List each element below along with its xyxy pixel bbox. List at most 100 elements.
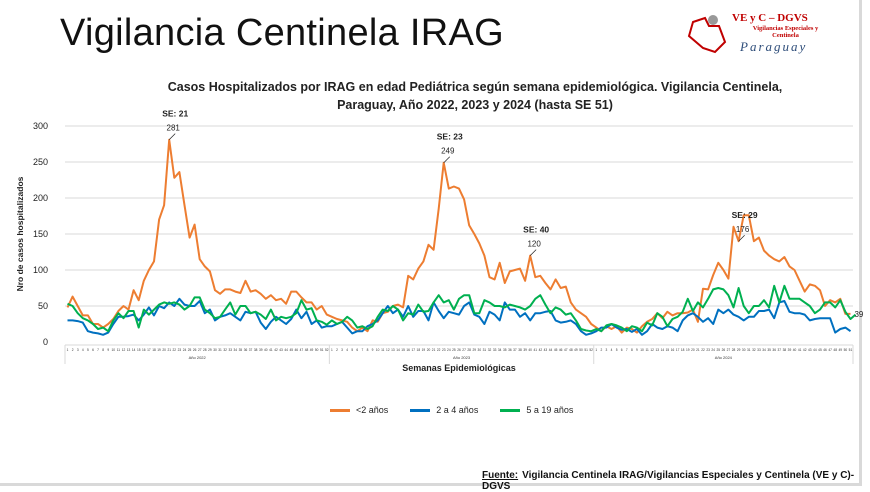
x-tick-label: 5 bbox=[87, 348, 89, 352]
annotation-se: SE: 40 bbox=[523, 225, 549, 235]
x-tick-label: 37 bbox=[249, 348, 253, 352]
x-tick-label: 36 bbox=[508, 348, 512, 352]
x-tick-label: 41 bbox=[798, 348, 802, 352]
x-tick-label: 7 bbox=[626, 348, 628, 352]
x-tick-label: 25 bbox=[188, 348, 192, 352]
x-tick-label: 46 bbox=[559, 348, 563, 352]
x-tick-label: 46 bbox=[823, 348, 827, 352]
x-tick-label: 19 bbox=[686, 348, 690, 352]
chart-title: Casos Hospitalizados por IRAG en edad Pe… bbox=[150, 78, 800, 114]
y-tick-label: 150 bbox=[33, 229, 48, 239]
x-tick-label: 5 bbox=[616, 348, 618, 352]
legend-item-5to19: 5 a 19 años bbox=[500, 405, 573, 415]
x-tick-label: 21 bbox=[167, 348, 171, 352]
x-tick-label: 14 bbox=[661, 348, 665, 352]
x-tick-label: 42 bbox=[803, 348, 807, 352]
x-tick-label: 18 bbox=[681, 348, 685, 352]
x-tick-label: 43 bbox=[279, 348, 283, 352]
x-tick-label: 28 bbox=[467, 348, 471, 352]
x-tick-label: 7 bbox=[97, 348, 99, 352]
x-tick-label: 29 bbox=[737, 348, 741, 352]
x-tick-label: 40 bbox=[264, 348, 268, 352]
x-tick-label: 51 bbox=[849, 348, 853, 352]
x-tick-label: 52 bbox=[589, 348, 593, 352]
x-tick-label: 8 bbox=[102, 348, 104, 352]
series-line-0 bbox=[66, 138, 851, 334]
x-tick-label: 2 bbox=[600, 348, 602, 352]
x-tick-label: 42 bbox=[274, 348, 278, 352]
x-tick-label: 25 bbox=[717, 348, 721, 352]
x-tick-label: 12 bbox=[650, 348, 654, 352]
x-tick-label: 27 bbox=[727, 348, 731, 352]
x-tick-label: 30 bbox=[478, 348, 482, 352]
x-tick-label: 36 bbox=[772, 348, 776, 352]
x-tick-label: 44 bbox=[813, 348, 817, 352]
x-tick-label: 2 bbox=[72, 348, 74, 352]
x-tick-label: 23 bbox=[442, 348, 446, 352]
x-tick-label: 42 bbox=[539, 348, 543, 352]
x-tick-label: 33 bbox=[493, 348, 497, 352]
x-tick-label: 37 bbox=[513, 348, 517, 352]
x-tick-label: 31 bbox=[747, 348, 751, 352]
x-tick-label: 5 bbox=[351, 348, 353, 352]
x-tick-label: 47 bbox=[564, 348, 568, 352]
annotation-value: 281 bbox=[167, 124, 181, 133]
paraguay-map-icon bbox=[687, 15, 727, 54]
x-tick-label: 8 bbox=[631, 348, 633, 352]
x-tick-label: 45 bbox=[554, 348, 558, 352]
y-tick-label: 200 bbox=[33, 193, 48, 203]
x-tick-label: 27 bbox=[462, 348, 466, 352]
x-tick-label: 38 bbox=[518, 348, 522, 352]
x-tick-label: 8 bbox=[367, 348, 369, 352]
x-tick-label: 3 bbox=[341, 348, 343, 352]
x-tick-label: 50 bbox=[844, 348, 848, 352]
x-tick-label: 40 bbox=[528, 348, 532, 352]
x-tick-label: 13 bbox=[655, 348, 659, 352]
series-line-2 bbox=[67, 284, 857, 333]
x-tick-label: 48 bbox=[305, 348, 309, 352]
x-tick-label: 39 bbox=[523, 348, 527, 352]
annotation-leader bbox=[168, 133, 176, 140]
x-tick-label: 31 bbox=[483, 348, 487, 352]
x-tick-label: 46 bbox=[295, 348, 299, 352]
chart-title-line1: Casos Hospitalizados por IRAG en edad Pe… bbox=[167, 80, 783, 94]
x-tick-label: 3 bbox=[606, 348, 608, 352]
x-tick-label: 14 bbox=[132, 348, 136, 352]
x-tick-label: 15 bbox=[401, 348, 405, 352]
x-tick-label: 10 bbox=[640, 348, 644, 352]
legend-item-under2: <2 años bbox=[330, 405, 388, 415]
x-tick-label: 6 bbox=[92, 348, 94, 352]
x-tick-label: 35 bbox=[503, 348, 507, 352]
x-tick-label: 1 bbox=[595, 348, 597, 352]
x-tick-label: 49 bbox=[839, 348, 843, 352]
x-tick-label: 6 bbox=[356, 348, 358, 352]
x-tick-label: 9 bbox=[636, 348, 638, 352]
source-footer: Fuente: Vigilancia Centinela IRAG/Vigilan… bbox=[482, 470, 870, 492]
annotation-se: SE: 29 bbox=[732, 210, 758, 220]
x-tick-label: 28 bbox=[203, 348, 207, 352]
x-tick-label: 38 bbox=[254, 348, 258, 352]
x-tick-label: 34 bbox=[498, 348, 502, 352]
annotation-value: 176 bbox=[736, 225, 750, 234]
legend-swatch bbox=[410, 408, 431, 412]
x-tick-label: 50 bbox=[579, 348, 583, 352]
logo: VE y C – DGVS Vigilancias Especiales y C… bbox=[685, 12, 825, 56]
x-tick-label: 32 bbox=[752, 348, 756, 352]
legend-label: 2 a 4 años bbox=[436, 405, 479, 415]
x-tick-label: 11 bbox=[645, 348, 649, 352]
x-tick-label: 34 bbox=[762, 348, 766, 352]
x-tick-label: 47 bbox=[300, 348, 304, 352]
x-tick-label: 17 bbox=[147, 348, 151, 352]
x-tick-label: 14 bbox=[396, 348, 400, 352]
x-tick-label: 40 bbox=[793, 348, 797, 352]
x-tick-label: 20 bbox=[162, 348, 166, 352]
x-tick-label: 26 bbox=[193, 348, 197, 352]
x-tick-label: 44 bbox=[284, 348, 288, 352]
x-tick-label: 15 bbox=[666, 348, 670, 352]
slide-frame bbox=[0, 0, 862, 486]
x-tick-label: 2 bbox=[336, 348, 338, 352]
y-tick-label: 0 bbox=[43, 337, 48, 347]
source-label: Fuente: bbox=[482, 470, 519, 481]
annotation-leader bbox=[443, 156, 450, 163]
x-tick-label: 48 bbox=[569, 348, 573, 352]
